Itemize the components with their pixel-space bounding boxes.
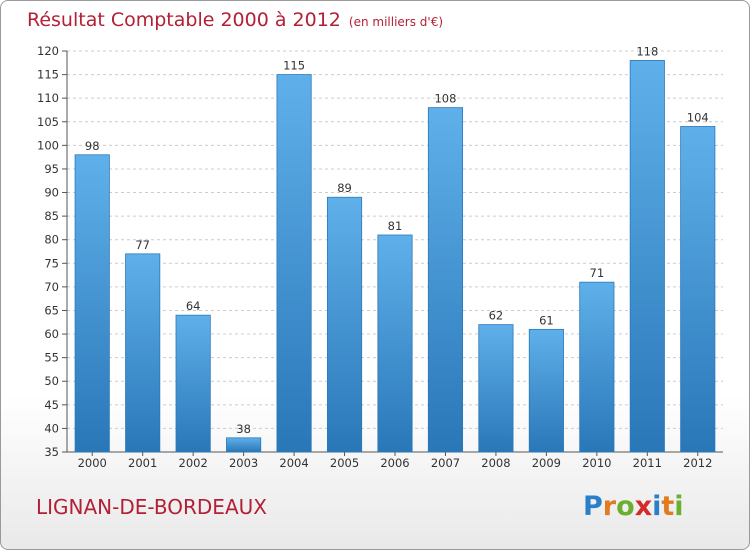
bar-2005 [326, 196, 363, 453]
bar-2011 [629, 60, 665, 453]
bar-2010 [579, 281, 615, 453]
labels: 98 2000 77 2001 64 2002 38 2003 115 2004 89 2005 81 2… [78, 44, 713, 470]
value-label-2001: 77 [135, 238, 150, 252]
bars [74, 60, 716, 453]
logo-letter: o [616, 491, 635, 522]
x-tick-label-2011: 2011 [633, 456, 662, 470]
bar-2003 [226, 437, 262, 453]
x-tick-label-2000: 2000 [78, 456, 107, 470]
town-name: LIGNAN-DE-BORDEAUX [36, 495, 267, 519]
x-tick-label-2009: 2009 [532, 456, 561, 470]
x-tick-label-2001: 2001 [128, 456, 157, 470]
chart-subtitle: (en milliers d'€) [348, 15, 444, 29]
y-tick-label: 70 [44, 280, 59, 294]
bar-2000 [74, 154, 110, 453]
bar-2007 [427, 107, 464, 453]
logo-letter: r [602, 491, 617, 522]
value-label-2004: 115 [283, 59, 305, 73]
y-tick-label: 90 [44, 186, 59, 200]
y-tick-label: 105 [37, 115, 59, 129]
x-tick-label-2008: 2008 [481, 456, 510, 470]
bar-2002 [175, 314, 211, 453]
x-tick-label-2002: 2002 [179, 456, 208, 470]
logo-letter: P [583, 491, 603, 522]
value-label-2006: 81 [388, 219, 403, 233]
logo-letter: t [661, 491, 675, 522]
bar-2006 [377, 234, 413, 453]
value-label-2002: 64 [186, 299, 201, 313]
value-label-2003: 38 [236, 422, 251, 436]
logo-letter: i [674, 491, 684, 522]
y-tick-label: 75 [44, 256, 59, 270]
y-tick-label: 110 [37, 91, 59, 105]
bar-2008 [478, 324, 514, 453]
chart-title: Résultat Comptable 2000 à 2012 [27, 9, 341, 31]
value-label-2009: 61 [539, 313, 554, 327]
y-tick-label: 100 [37, 138, 59, 152]
value-label-2007: 108 [434, 92, 456, 106]
y-tick-label: 35 [44, 445, 59, 459]
y-tick-label: 65 [44, 303, 59, 317]
bar-2004 [276, 74, 312, 453]
value-label-2005: 89 [337, 181, 352, 195]
value-label-2010: 71 [590, 266, 605, 280]
logo-letter: i [652, 491, 662, 522]
y-tick-label: 85 [44, 209, 59, 223]
value-label-2000: 98 [85, 139, 100, 153]
y-tick-label: 80 [44, 233, 59, 247]
logo-letter: x [634, 491, 653, 522]
value-label-2008: 62 [489, 309, 504, 323]
bar-2012 [680, 126, 716, 453]
x-tick-label-2003: 2003 [229, 456, 258, 470]
y-tick-label: 50 [44, 374, 59, 388]
x-tick-label-2006: 2006 [380, 456, 409, 470]
y-tick-label: 95 [44, 162, 59, 176]
y-tick-label: 115 [37, 68, 59, 82]
bar-2001 [125, 253, 161, 453]
x-tick-label-2004: 2004 [279, 456, 308, 470]
y-tick-label: 40 [44, 421, 59, 435]
y-tick-label: 60 [44, 327, 59, 341]
x-tick-label-2012: 2012 [683, 456, 712, 470]
value-label-2012: 104 [687, 110, 709, 124]
x-tick-label-2007: 2007 [431, 456, 460, 470]
value-label-2011: 118 [636, 44, 658, 58]
x-tick-label-2010: 2010 [582, 456, 611, 470]
y-tick-label: 120 [37, 44, 59, 58]
y-tick-label: 55 [44, 351, 59, 365]
bar-2009 [528, 328, 564, 453]
chart-title-block: Résultat Comptable 2000 à 2012 (en millie… [27, 9, 443, 31]
x-tick-label-2005: 2005 [330, 456, 359, 470]
proxiti-logo: Proxiti [583, 491, 684, 522]
y-tick-label: 45 [44, 398, 59, 412]
